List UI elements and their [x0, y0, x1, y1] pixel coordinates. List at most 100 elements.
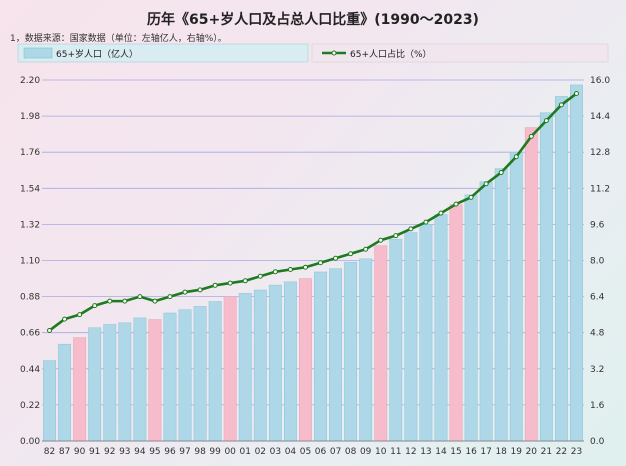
legend-swatch-bar: [23, 47, 53, 59]
bar: [479, 181, 493, 442]
chart-title: 历年《65+岁人口及占总人口比重》(1990～2023): [147, 12, 479, 28]
x-tick-label: 07: [330, 447, 341, 457]
line-point: [47, 327, 53, 333]
x-tick-label: 94: [134, 447, 146, 457]
y-left-tick-label: 1.76: [20, 148, 40, 158]
x-tick-label: 11: [390, 447, 401, 457]
line-point: [333, 255, 339, 261]
x-tick-label: 92: [104, 447, 115, 457]
x-tick-label: 13: [420, 447, 431, 457]
bar: [314, 271, 327, 442]
legend-label-bar: 65+岁人口（亿人）: [56, 48, 138, 60]
line-point: [287, 267, 293, 273]
legend-label-line: 65+人口占比（%）: [350, 48, 432, 60]
y-left-tick-label: 1.10: [20, 257, 40, 267]
x-tick-label: 06: [315, 447, 327, 457]
bar: [464, 194, 478, 442]
line-point: [528, 133, 534, 139]
bar: [494, 168, 508, 442]
bar: [299, 278, 312, 442]
y-left-tick-label: 0.44: [20, 365, 40, 375]
legend-box-line: [311, 43, 609, 63]
line-point: [408, 226, 414, 232]
line-point: [573, 91, 579, 97]
line-point: [378, 237, 384, 243]
y-right-tick-label: 9.6: [590, 220, 605, 230]
x-tick-label: 93: [119, 447, 130, 457]
x-tick-label: 04: [285, 447, 297, 457]
x-tick-label: 01: [240, 447, 251, 457]
x-tick-label: 17: [480, 447, 491, 457]
x-tick-label: 19: [511, 447, 523, 457]
line-point: [152, 298, 158, 304]
line-point: [363, 246, 369, 252]
y-left-tick-label: 1.98: [20, 112, 40, 122]
y-right-tick-label: 12.8: [590, 148, 610, 158]
bar: [148, 319, 162, 442]
bar: [389, 238, 403, 442]
x-tick-label: 15: [450, 447, 461, 457]
y-left-tick-label: 0.00: [20, 437, 40, 447]
bar: [103, 324, 117, 442]
line-point: [498, 170, 504, 176]
y-right-tick-label: 3.2: [590, 365, 604, 375]
line-point: [318, 260, 324, 266]
bar: [449, 204, 463, 442]
x-tick-label: 87: [59, 447, 70, 457]
line-point: [453, 201, 459, 207]
y-left-tick-label: 0.22: [20, 401, 40, 411]
bar: [570, 84, 583, 442]
x-tick-label: 14: [435, 447, 447, 457]
x-tick-label: 02: [255, 447, 266, 457]
bar: [419, 224, 433, 442]
data-source-note: 1，数据来源：国家数据（单位：左轴亿人，右轴%）。: [10, 34, 227, 44]
x-tick-label: 21: [541, 447, 552, 457]
bar: [58, 343, 72, 442]
bar: [524, 127, 538, 442]
y-right-tick-label: 4.8: [590, 329, 605, 339]
bar: [344, 261, 358, 442]
y-right-tick-label: 16.0: [590, 76, 610, 86]
line-point: [272, 269, 278, 275]
x-tick-label: 09: [360, 447, 372, 457]
line-point: [558, 102, 564, 108]
line-point: [107, 298, 113, 304]
x-tick-label: 98: [194, 447, 206, 457]
bar: [163, 312, 177, 442]
line-series: [47, 91, 579, 333]
bar: [238, 293, 252, 442]
line-point: [167, 294, 173, 300]
line-point: [468, 194, 474, 200]
line-point: [122, 298, 128, 304]
bar: [73, 337, 87, 442]
line-point: [137, 294, 143, 300]
x-tick-label: 08: [345, 447, 357, 457]
line-point: [197, 287, 203, 293]
x-tick-label: 16: [465, 447, 477, 457]
x-tick-label: 12: [405, 447, 416, 457]
x-tick-label: 23: [571, 447, 582, 457]
x-tick-label: 03: [270, 447, 281, 457]
y-left-tick-label: 1.54: [20, 184, 40, 194]
bar: [133, 317, 147, 442]
y-left-tick-label: 1.32: [20, 220, 40, 230]
bar: [329, 268, 343, 442]
bar: [223, 296, 237, 442]
y-left-tick-label: 0.66: [20, 329, 40, 339]
line-point: [438, 210, 444, 216]
line-point: [182, 289, 188, 295]
x-tick-label: 22: [556, 447, 567, 457]
x-tick-label: 10: [375, 447, 387, 457]
x-tick-label: 97: [179, 447, 190, 457]
bar: [434, 214, 448, 442]
x-tick-label: 05: [300, 447, 311, 457]
bar: [374, 245, 388, 442]
line-point: [543, 118, 549, 124]
legend-marker: [331, 50, 337, 56]
bar: [88, 327, 102, 442]
y-right-tick-label: 14.4: [590, 112, 610, 122]
line-point: [212, 282, 218, 288]
bar: [539, 112, 553, 442]
bar: [43, 360, 56, 442]
